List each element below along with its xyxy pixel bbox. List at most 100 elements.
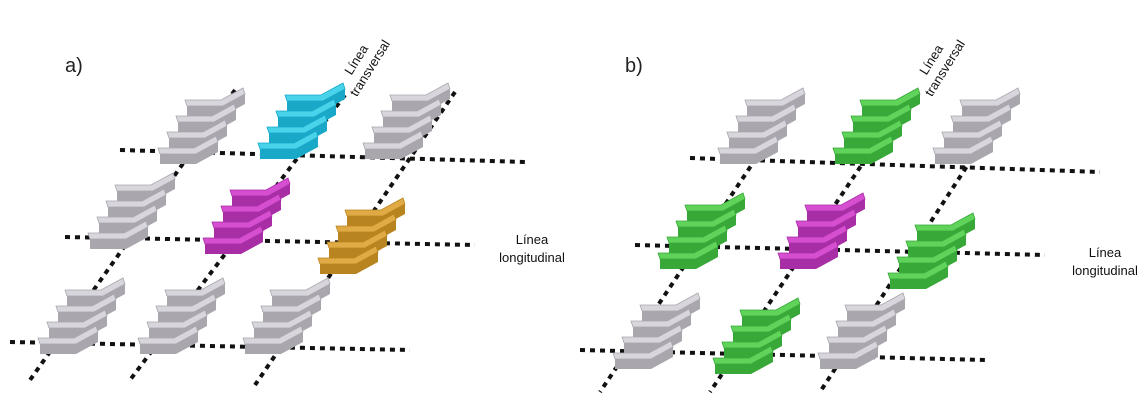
fold-face (826, 324, 888, 344)
fold-shadow (660, 247, 718, 269)
fold-pieces (37, 82, 1021, 374)
fold-face (251, 309, 313, 329)
fold-piece (317, 197, 406, 274)
fold-face (146, 309, 208, 329)
fold-face (389, 82, 451, 102)
fold-face (371, 114, 433, 134)
fold-face (639, 292, 701, 312)
fold-face (850, 103, 912, 123)
fold-face (744, 87, 806, 107)
fold-piece (932, 87, 1021, 164)
fold-piece (657, 192, 746, 269)
fold-piece (712, 297, 801, 374)
longitudinal-label: longitudinal (499, 250, 565, 265)
fold-piece (137, 277, 226, 354)
fold-shadow (780, 247, 838, 269)
fold-shadow (890, 267, 948, 289)
longitudinal-line (119, 148, 526, 164)
fold-shadow (205, 232, 263, 254)
fold-piece (887, 212, 976, 289)
fold-face (37, 325, 99, 345)
fold-face (166, 119, 228, 139)
fold-face (817, 340, 879, 360)
fold-face (621, 324, 683, 344)
fold-face (260, 293, 322, 313)
longitudinal-line (9, 340, 411, 352)
fold-face (739, 297, 801, 317)
fold-shadow (715, 352, 773, 374)
fold-face (896, 244, 958, 264)
fold-face (730, 313, 792, 333)
fold-face (932, 135, 994, 155)
panel-label: b) (625, 55, 643, 77)
fold-piece (362, 82, 451, 159)
fold-face (326, 229, 388, 249)
fold-face (887, 260, 949, 280)
fold-piece (612, 292, 701, 369)
fold-face (712, 345, 774, 365)
fold-face (87, 220, 149, 240)
fold-face (362, 130, 424, 150)
fold-shadow (160, 142, 218, 164)
fold-piece (777, 192, 866, 269)
fold-face (950, 103, 1012, 123)
fold-face (155, 293, 217, 313)
fold-shadow (720, 142, 778, 164)
fold-piece (257, 82, 346, 159)
fold-face (721, 329, 783, 349)
fold-face (959, 87, 1021, 107)
fold-face (284, 82, 346, 102)
fold-face (275, 98, 337, 118)
longitudinal-label: Línea (516, 232, 549, 247)
fold-face (666, 224, 728, 244)
fold-face (344, 197, 406, 217)
fold-face (859, 87, 921, 107)
longitudinal-line (579, 348, 986, 362)
fold-face (844, 292, 906, 312)
fold-piece (242, 277, 331, 354)
fold-face (229, 177, 291, 197)
fold-shadow (40, 332, 98, 354)
fold-face (164, 277, 226, 297)
longitudinal-line (64, 235, 476, 247)
fold-face (46, 309, 108, 329)
fold-face (137, 325, 199, 345)
fold-face (717, 135, 779, 155)
fold-face (726, 119, 788, 139)
fold-face (211, 209, 273, 229)
fold-face (675, 208, 737, 228)
fold-face (684, 192, 746, 212)
fold-face (202, 225, 264, 245)
fold-piece (202, 177, 291, 254)
fold-piece (37, 277, 126, 354)
fold-face (157, 135, 219, 155)
fold-face (242, 325, 304, 345)
longitudinal-label: longitudinal (1072, 263, 1138, 278)
fold-face (612, 340, 674, 360)
fold-shadow (935, 142, 993, 164)
fold-face (220, 193, 282, 213)
fold-face (841, 119, 903, 139)
fold-shadow (140, 332, 198, 354)
fold-face (96, 204, 158, 224)
fold-face (657, 240, 719, 260)
fold-piece (817, 292, 906, 369)
fold-face (114, 172, 176, 192)
longitudinal-line (634, 243, 1046, 257)
fold-shadow (835, 142, 893, 164)
fold-face (835, 308, 897, 328)
fold-face (269, 277, 331, 297)
longitudinal-label: Línea (1089, 245, 1122, 260)
fold-face (735, 103, 797, 123)
fold-shadow (365, 137, 423, 159)
fold-shadow (820, 347, 878, 369)
fold-face (266, 114, 328, 134)
fold-shadow (90, 227, 148, 249)
fold-face (905, 228, 967, 248)
fold-face (804, 192, 866, 212)
fold-piece (157, 87, 246, 164)
fold-face (257, 130, 319, 150)
fold-face (795, 208, 857, 228)
fold-face (941, 119, 1003, 139)
